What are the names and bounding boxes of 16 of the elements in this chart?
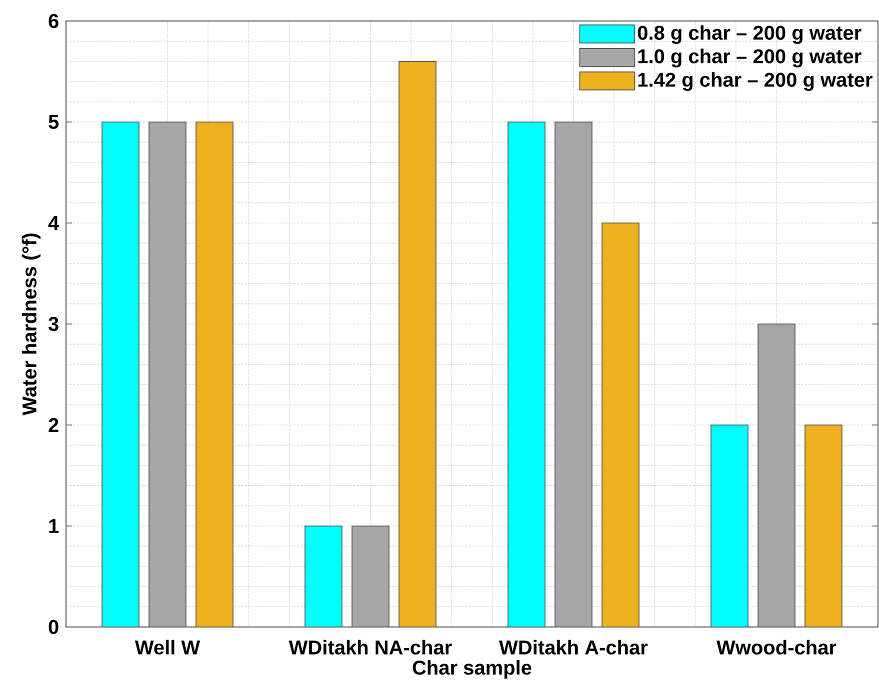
y-axis-title: Water hardness (°f) bbox=[22, 234, 40, 416]
y-tick-label: 2 bbox=[48, 418, 58, 432]
x-axis-title: Char sample bbox=[412, 660, 532, 679]
legend-label: 1.42 g char – 200 g water bbox=[638, 72, 872, 91]
x-tick-label: Well W bbox=[134, 640, 200, 655]
legend-label: 0.8 g char – 200 g water bbox=[638, 25, 862, 44]
legend-label: 1.0 g char – 200 g water bbox=[638, 48, 862, 68]
x-tick-label: WDitakh NA-char bbox=[288, 640, 452, 655]
y-tick-label: 6 bbox=[48, 14, 58, 28]
y-tick-label: 0 bbox=[48, 620, 58, 634]
y-tick-label: 3 bbox=[48, 316, 58, 332]
x-tick-label: Wwood-char bbox=[716, 640, 836, 655]
y-tick-label: 5 bbox=[48, 115, 59, 129]
y-tick-label: 4 bbox=[48, 216, 60, 230]
x-tick-label: WDitakh A-char bbox=[499, 640, 648, 655]
y-tick-label: 1 bbox=[49, 519, 59, 533]
